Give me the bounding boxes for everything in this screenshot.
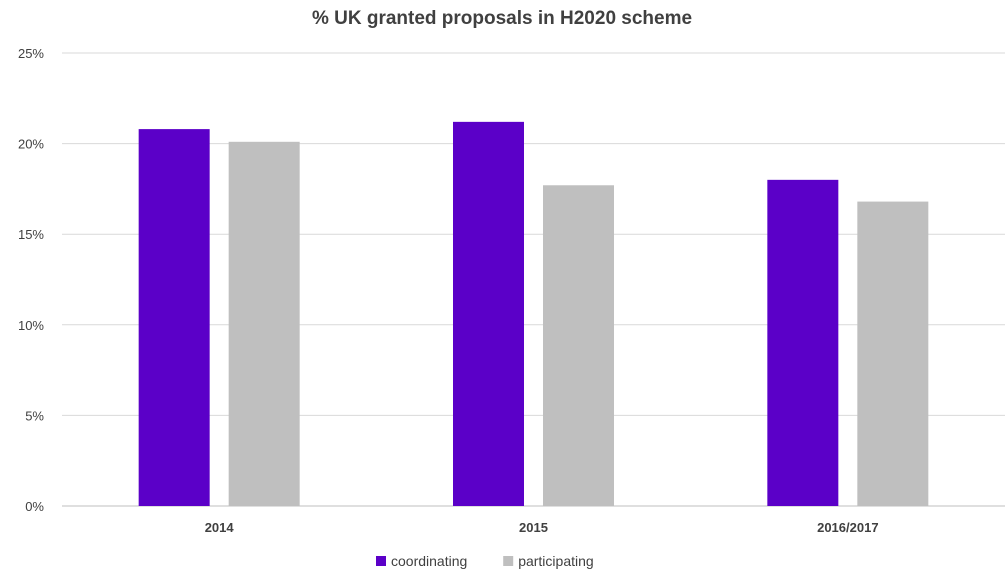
bars [138, 121, 929, 507]
legend-swatch-coordinating [376, 556, 386, 566]
y-tick-label: 20% [18, 137, 44, 152]
bar-participating-2016-2017 [857, 201, 929, 507]
legend-label-participating: participating [518, 553, 594, 569]
x-tick-label: 2016/2017 [817, 520, 878, 535]
x-tick-label: 2015 [519, 520, 548, 535]
x-axis-ticks: 2014 2015 2016/2017 [205, 520, 879, 535]
legend-swatch-participating [503, 556, 514, 566]
y-tick-label: 25% [18, 46, 44, 61]
y-tick-label: 10% [18, 318, 44, 333]
chart-title: % UK granted proposals in H2020 scheme [312, 8, 692, 29]
bar-participating-2014 [228, 141, 300, 506]
bar-coordinating-2015 [453, 121, 524, 506]
legend: coordinating participating [376, 553, 594, 569]
y-tick-label: 15% [18, 227, 44, 242]
y-tick-label: 0% [25, 499, 44, 514]
legend-label-coordinating: coordinating [391, 553, 467, 569]
bar-coordinating-2016-2017 [767, 179, 839, 506]
gridlines [62, 52, 1005, 507]
y-tick-label: 5% [25, 408, 44, 423]
bar-coordinating-2014 [138, 129, 210, 506]
y-axis-ticks: 0% 5% 10% 15% 20% 25% [18, 46, 44, 514]
x-tick-label: 2014 [205, 520, 235, 535]
bar-participating-2015 [543, 185, 614, 506]
